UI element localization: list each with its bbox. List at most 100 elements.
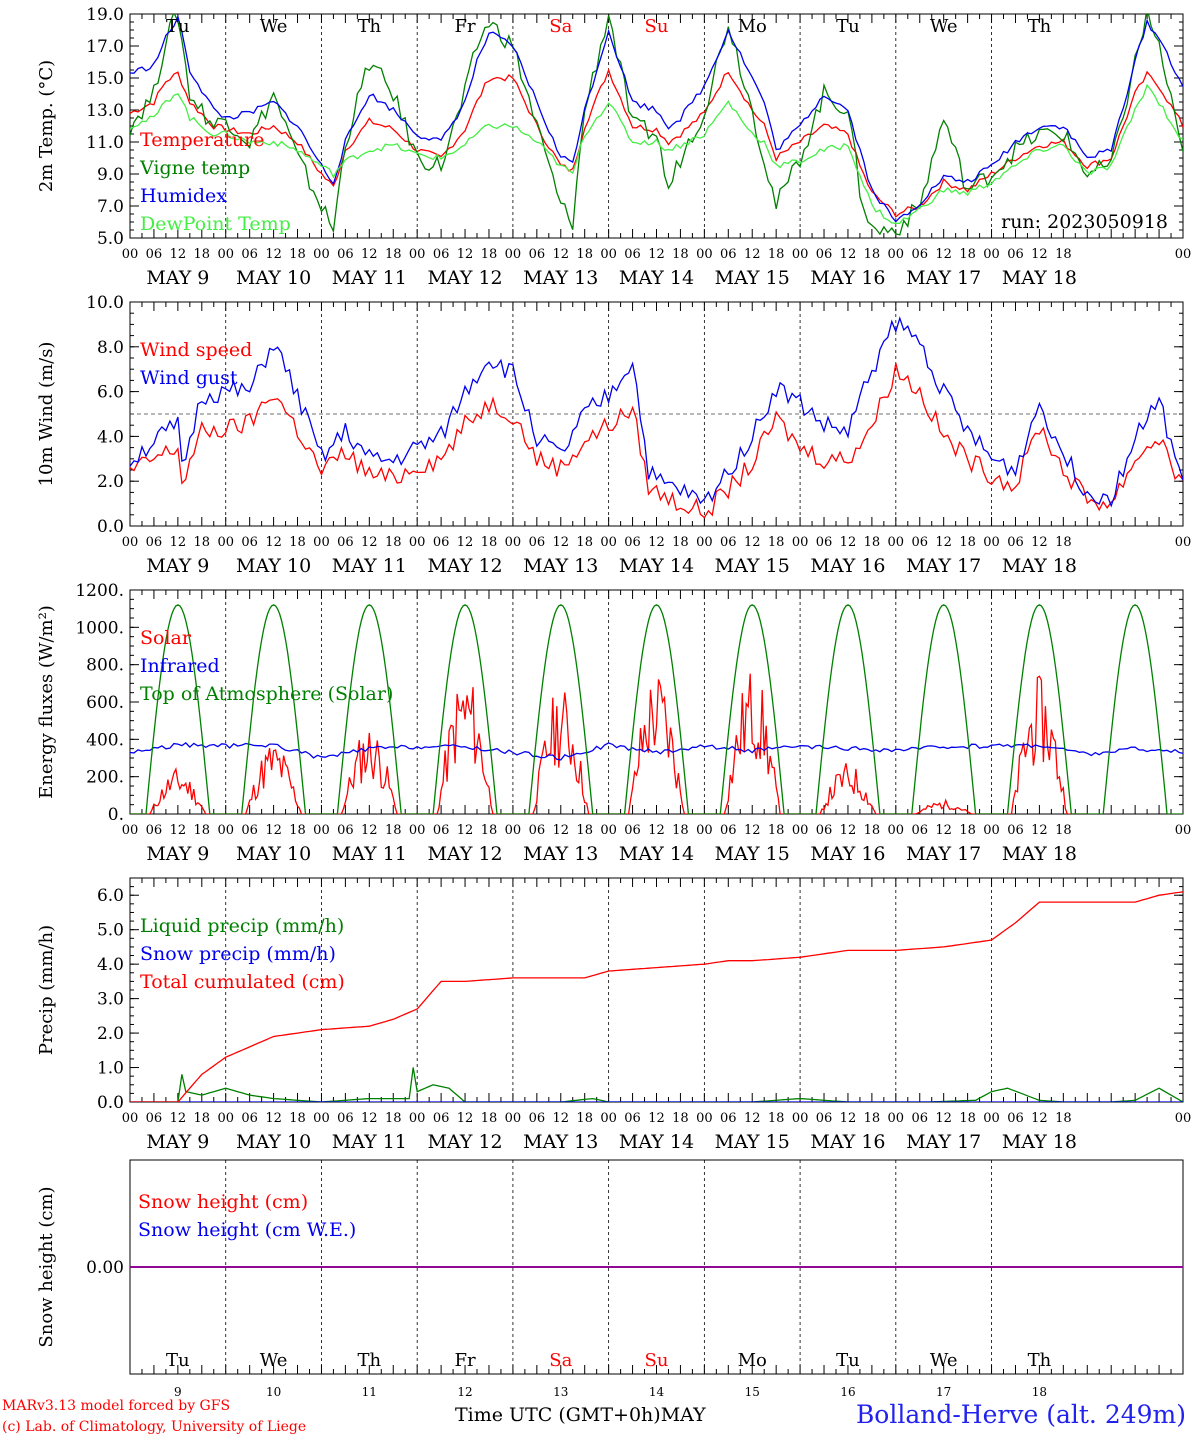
day-number-label: 18 (1032, 1385, 1047, 1399)
hour-tick-label: 12 (265, 247, 282, 262)
y-axis-label: 10m Wind (m/s) (36, 342, 57, 487)
hour-tick-label: 12 (648, 1111, 665, 1126)
hour-tick-label: 12 (457, 1111, 474, 1126)
hour-tick-label: 00 (313, 535, 330, 550)
y-tick-label: 3.0 (97, 990, 124, 1010)
hour-tick-label: 06 (529, 247, 546, 262)
hour-tick-label: 06 (433, 247, 450, 262)
hour-tick-label: 06 (816, 823, 833, 838)
date-label: MAY 16 (810, 1131, 885, 1153)
hour-tick-label: 06 (1007, 247, 1024, 262)
y-tick-label: 1.0 (97, 1059, 124, 1079)
hour-tick-label: 12 (840, 535, 857, 550)
y-tick-label: 6.0 (97, 886, 124, 906)
date-label: MAY 14 (619, 1131, 694, 1153)
y-tick-label: 1000. (75, 618, 124, 638)
hour-tick-label: 18 (194, 535, 211, 550)
legend-entry: Liquid precip (mm/h) (140, 915, 344, 937)
date-label: MAY 10 (236, 1131, 311, 1153)
legend-entry: Wind gust (140, 367, 238, 389)
hour-tick-label: 18 (289, 823, 306, 838)
hour-tick-label: 06 (911, 823, 928, 838)
day-number-label: 13 (553, 1385, 568, 1399)
hour-tick-label: 00 (600, 247, 617, 262)
date-label: MAY 12 (427, 1131, 502, 1153)
hour-tick-label: 18 (481, 1111, 498, 1126)
y-tick-label: 6.0 (97, 383, 124, 403)
hour-tick-label: 06 (911, 1111, 928, 1126)
weekday-label: We (260, 16, 288, 37)
hour-tick-label: 06 (720, 1111, 737, 1126)
panel-5: 0.00 Snow height (cm) Snow height (cm) Snow… (36, 1159, 1184, 1399)
hour-tick-label: 12 (552, 247, 569, 262)
y-tick-label: 11.0 (86, 133, 124, 153)
hour-tick-label: 00 (983, 247, 1000, 262)
hour-tick-label: 00 (409, 535, 426, 550)
date-label: MAY 17 (906, 1131, 981, 1153)
legend-entry: Humidex (140, 185, 227, 207)
weekday-label: Fr (454, 1350, 475, 1371)
hour-tick-label: 00 (696, 535, 713, 550)
date-label: MAY 15 (715, 555, 790, 577)
day-number-label: 9 (174, 1385, 182, 1399)
date-label: MAY 14 (619, 267, 694, 289)
y-tick-label: 800. (86, 656, 124, 676)
hour-tick-label: 06 (433, 823, 450, 838)
hour-tick-label: 12 (1031, 535, 1048, 550)
date-label: MAY 16 (810, 555, 885, 577)
hour-tick-label: 00 (313, 823, 330, 838)
hour-tick-label: 12 (265, 823, 282, 838)
hour-tick-label: 18 (864, 535, 881, 550)
y-tick-label: 8.0 (97, 338, 124, 358)
time-axis-title: Time UTC (GMT+0h) (455, 1404, 661, 1426)
hour-tick-label: 06 (337, 1111, 354, 1126)
date-label: MAY 17 (906, 843, 981, 865)
hour-tick-label: 00 (1175, 247, 1192, 262)
hour-tick-label: 06 (146, 823, 163, 838)
hour-tick-label: 00 (505, 1111, 522, 1126)
date-label: MAY 9 (146, 1131, 209, 1153)
hour-tick-label: 12 (552, 823, 569, 838)
weekday-label: Mo (738, 16, 767, 37)
hour-tick-label: 18 (289, 1111, 306, 1126)
hour-tick-label: 12 (935, 1111, 952, 1126)
weekday-label: Th (1028, 16, 1052, 37)
hour-tick-label: 18 (289, 535, 306, 550)
date-label: MAY 12 (427, 843, 502, 865)
weekday-label: Tu (166, 16, 190, 37)
hour-tick-label: 00 (122, 247, 139, 262)
hour-tick-label: 06 (241, 1111, 258, 1126)
footer-model-credit: MARv3.13 model forced by GFS (2, 1398, 231, 1414)
series-group (130, 604, 1183, 814)
hour-tick-label: 18 (768, 247, 785, 262)
legend-entry: Total cumulated (cm) (140, 971, 345, 993)
hour-tick-label: 12 (840, 823, 857, 838)
footer-lab-credit: (c) Lab. of Climatology, University of L… (2, 1419, 307, 1435)
hour-tick-label: 12 (935, 247, 952, 262)
hour-tick-label: 06 (816, 1111, 833, 1126)
hour-tick-label: 06 (241, 823, 258, 838)
hour-tick-label: 00 (505, 247, 522, 262)
hour-tick-label: 00 (792, 247, 809, 262)
hour-tick-label: 18 (1055, 247, 1072, 262)
y-tick-label: 0.00 (86, 1258, 124, 1278)
panel-frame (129, 13, 1184, 239)
hour-tick-label: 00 (983, 1111, 1000, 1126)
hour-tick-label: 06 (624, 247, 641, 262)
date-label: MAY 14 (619, 843, 694, 865)
hour-tick-label: 12 (170, 535, 187, 550)
hour-tick-label: 06 (337, 823, 354, 838)
date-label: MAY 17 (906, 555, 981, 577)
hour-tick-label: 00 (888, 535, 905, 550)
date-label: MAY 9 (146, 267, 209, 289)
hour-tick-label: 00 (983, 535, 1000, 550)
hour-tick-label: 18 (672, 1111, 689, 1126)
hour-tick-label: 06 (911, 247, 928, 262)
date-label: MAY 10 (236, 843, 311, 865)
time-axis-month: MAY (660, 1404, 706, 1426)
y-axis-label: Precip (mm/h) (36, 925, 57, 1055)
hour-tick-label: 06 (816, 535, 833, 550)
hour-tick-label: 12 (552, 535, 569, 550)
date-label: MAY 9 (146, 843, 209, 865)
hour-tick-label: 00 (792, 823, 809, 838)
